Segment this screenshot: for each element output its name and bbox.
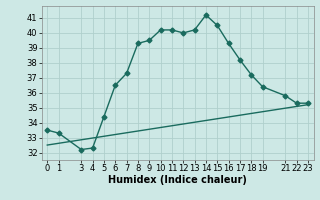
X-axis label: Humidex (Indice chaleur): Humidex (Indice chaleur) (108, 175, 247, 185)
